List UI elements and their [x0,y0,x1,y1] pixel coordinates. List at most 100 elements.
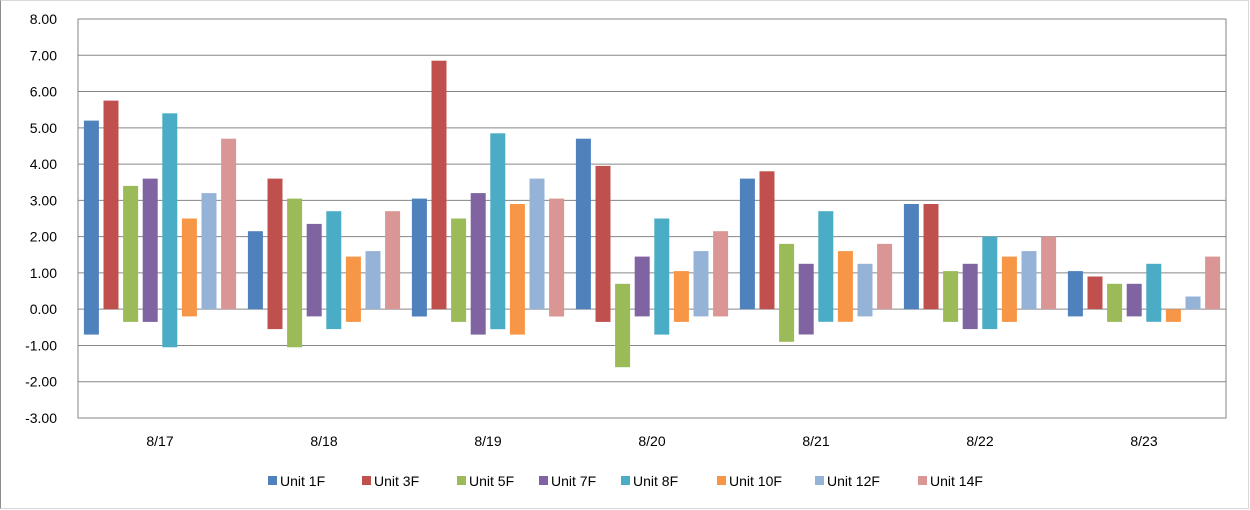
bar-unit-3f-8-19 [431,60,447,310]
x-tick-label: 8/20 [638,433,665,449]
legend-swatch-unit-12f [815,476,824,485]
bar-unit-10f-8-22 [1001,256,1017,322]
bar-unit-12f-8-20 [693,251,709,317]
bar-unit-10f-8-23 [1165,309,1181,322]
y-tick-label: -2.00 [25,374,57,390]
bar-unit-3f-8-20 [595,165,611,322]
bar-unit-3f-8-17 [103,100,119,310]
bar-unit-1f-8-18 [247,231,263,310]
bar-unit-7f-8-22 [962,263,978,330]
legend-swatch-unit-10f [717,476,726,485]
bar-unit-5f-8-23 [1107,283,1123,322]
bar-unit-10f-8-21 [837,251,853,322]
y-tick-label: 0.00 [30,301,57,317]
bar-unit-12f-8-22 [1021,251,1037,310]
legend-label: Unit 3F [374,473,419,489]
y-tick-label: 3.00 [30,192,57,208]
bar-unit-10f-8-18 [345,256,361,322]
legend-label: Unit 10F [729,473,782,489]
bar-unit-7f-8-21 [798,263,814,335]
bar-unit-8f-8-19 [490,133,506,330]
legend-swatch-unit-14f [918,476,927,485]
bar-unit-3f-8-23 [1087,276,1103,310]
bar-unit-14f-8-19 [549,198,565,317]
y-tick-label: 2.00 [30,229,57,245]
legend: Unit 1F Unit 3F Unit 5F Unit 7F Unit 8F Unit … [268,473,983,489]
bar-unit-7f-8-20 [634,256,650,317]
bar-unit-3f-8-18 [267,178,283,330]
y-tick-label: -1.00 [25,337,57,353]
legend-label: Unit 14F [930,473,983,489]
legend-label: Unit 1F [280,473,325,489]
legend-label: Unit 5F [469,473,514,489]
bar-unit-8f-8-22 [982,236,998,330]
bar-unit-5f-8-18 [287,198,303,348]
y-tick-label: 5.00 [30,120,57,136]
bar-unit-7f-8-23 [1126,283,1142,317]
legend-swatch-unit-8f [621,476,630,485]
y-tick-label: 6.00 [30,84,57,100]
legend-swatch-unit-3f [362,476,371,485]
bar-unit-8f-8-17 [162,113,178,348]
legend-swatch-unit-1f [268,476,277,485]
bar-unit-7f-8-17 [142,178,158,322]
bar-unit-5f-8-21 [779,243,795,342]
bar-unit-1f-8-17 [83,120,99,335]
x-tick-label: 8/22 [966,433,993,449]
bar-unit-1f-8-19 [411,198,427,317]
bar-unit-8f-8-23 [1146,263,1162,322]
y-tick-label: -3.00 [25,410,57,426]
y-tick-label: 1.00 [30,265,57,281]
bar-unit-10f-8-20 [673,271,689,322]
legend-swatch-unit-5f [457,476,466,485]
bar-unit-14f-8-20 [713,231,729,317]
bars [83,60,1221,368]
y-tick-label: 4.00 [30,156,57,172]
legend-label: Unit 7F [551,473,596,489]
x-tick-label: 8/19 [474,433,501,449]
bar-unit-1f-8-20 [575,138,591,310]
bar-unit-1f-8-23 [1067,271,1083,317]
bar-unit-5f-8-19 [451,218,467,322]
bar-unit-12f-8-23 [1185,296,1201,310]
bar-unit-12f-8-17 [201,193,217,310]
bar-unit-3f-8-22 [923,204,939,310]
legend-label: Unit 12F [827,473,880,489]
legend-swatch-unit-7f [539,476,548,485]
x-tick-label: 8/18 [310,433,337,449]
bar-unit-8f-8-18 [326,211,342,330]
bar-unit-12f-8-19 [529,178,545,310]
bar-unit-14f-8-23 [1205,256,1221,310]
bar-unit-8f-8-20 [654,218,670,335]
bar-unit-14f-8-18 [385,211,401,310]
legend-label: Unit 8F [633,473,678,489]
bar-unit-5f-8-22 [943,271,959,322]
bar-unit-7f-8-19 [470,193,486,335]
gridlines [78,54,1226,383]
bar-unit-14f-8-21 [877,243,893,310]
bar-unit-5f-8-20 [615,283,631,368]
bar-unit-1f-8-22 [903,204,919,310]
bar-unit-3f-8-21 [759,171,775,310]
x-tick-label: 8/21 [802,433,829,449]
x-tick-label: 8/23 [1130,433,1157,449]
y-tick-label: 7.00 [30,47,57,63]
bar-unit-5f-8-17 [123,185,139,322]
x-tick-label: 8/17 [146,433,173,449]
y-tick-label: 8.00 [30,11,57,27]
bar-unit-14f-8-22 [1041,236,1057,310]
bar-unit-8f-8-21 [818,211,834,322]
bar-unit-10f-8-19 [509,204,525,335]
bar-unit-7f-8-18 [306,223,322,317]
bar-unit-14f-8-17 [221,138,237,310]
plot-area-outline [77,18,1227,419]
y-axis-tick-labels: 8.00 7.00 6.00 5.00 4.00 3.00 2.00 1.00 0.00 -1.0… [25,11,57,426]
bar-unit-12f-8-21 [857,263,873,317]
plot-area-border [77,18,1227,419]
bar-unit-12f-8-18 [365,251,381,310]
bar-unit-10f-8-17 [181,218,197,317]
x-axis-tick-labels: 8/17 8/18 8/19 8/20 8/21 8/22 8/23 [146,433,1157,449]
bar-unit-1f-8-21 [739,178,755,310]
